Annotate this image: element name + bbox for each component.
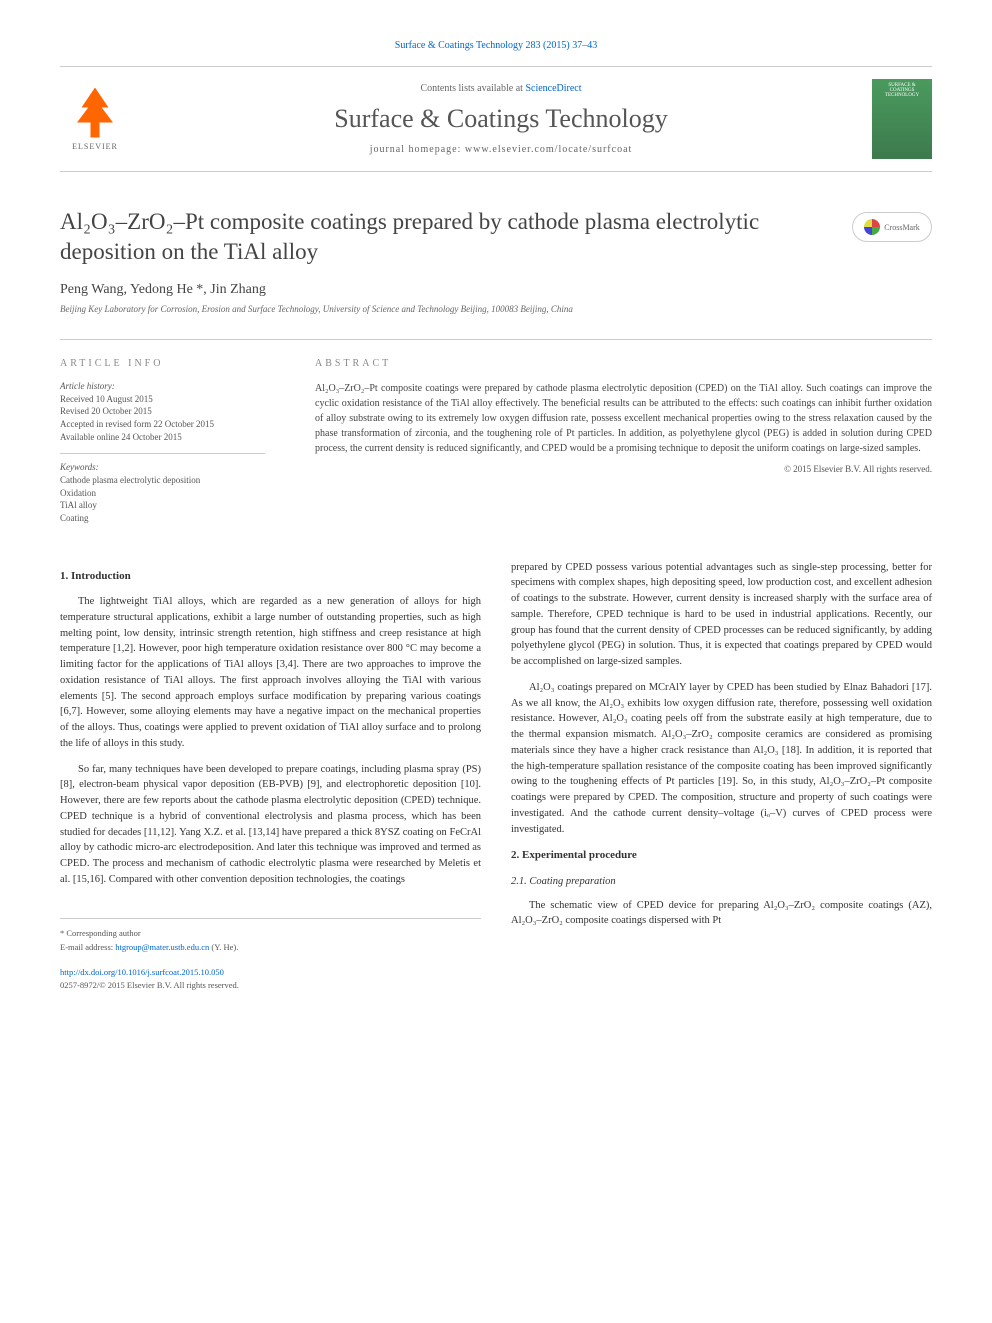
email-name: (Y. He). <box>209 942 238 952</box>
abstract-text: Al₂O₃–ZrO₂–Pt composite coatings were pr… <box>315 381 932 456</box>
body-paragraph: Al₂O₃ coatings prepared on MCrAlY layer … <box>511 680 932 838</box>
sciencedirect-link[interactable]: ScienceDirect <box>525 83 581 94</box>
body-col-left: 1. Introduction The lightweight TiAl all… <box>60 560 481 992</box>
article-info: ARTICLE INFO Article history: Received 1… <box>60 358 290 525</box>
journal-cover-thumbnail[interactable]: SURFACE & COATINGS TECHNOLOGY <box>872 79 932 159</box>
section-heading-experimental: 2. Experimental procedure <box>511 847 932 864</box>
contents-line: Contents lists available at ScienceDirec… <box>130 83 872 94</box>
body-paragraph: So far, many techniques have been develo… <box>60 762 481 888</box>
title-row: Al₂O₃–ZrO₂–Pt composite coatings prepare… <box>60 207 932 267</box>
history-line: Available online 24 October 2015 <box>60 431 265 444</box>
history-line: Revised 20 October 2015 <box>60 405 265 418</box>
crossmark-badge[interactable]: CrossMark <box>852 212 932 242</box>
issn-copyright: 0257-8972/© 2015 Elsevier B.V. All right… <box>60 979 481 992</box>
footer-block: * Corresponding author E-mail address: h… <box>60 918 481 992</box>
email-line: E-mail address: htgroup@mater.ustb.edu.c… <box>60 941 481 954</box>
section-heading-intro: 1. Introduction <box>60 568 481 585</box>
cover-text: SURFACE & COATINGS TECHNOLOGY <box>876 83 928 98</box>
history-line: Accepted in revised form 22 October 2015 <box>60 418 265 431</box>
authors: Peng Wang, Yedong He *, Jin Zhang <box>60 282 932 298</box>
body-paragraph: prepared by CPED possess various potenti… <box>511 560 932 670</box>
crossmark-label: CrossMark <box>884 223 920 232</box>
body-paragraph: The lightweight TiAl alloys, which are r… <box>60 594 481 752</box>
keyword: TiAl alloy <box>60 499 265 512</box>
body-col-right: prepared by CPED possess various potenti… <box>511 560 932 992</box>
subsection-heading: 2.1. Coating preparation <box>511 874 932 890</box>
keyword: Cathode plasma electrolytic deposition <box>60 474 265 487</box>
affiliation: Beijing Key Laboratory for Corrosion, Er… <box>60 304 932 314</box>
journal-title: Surface & Coatings Technology <box>130 104 872 134</box>
article-title: Al₂O₃–ZrO₂–Pt composite coatings prepare… <box>60 207 832 267</box>
info-abstract-row: ARTICLE INFO Article history: Received 1… <box>60 339 932 525</box>
elsevier-tree-icon <box>73 88 118 138</box>
author-email-link[interactable]: htgroup@mater.ustb.edu.cn <box>115 942 209 952</box>
citation-header[interactable]: Surface & Coatings Technology 283 (2015)… <box>60 40 932 51</box>
abstract-column: ABSTRACT Al₂O₃–ZrO₂–Pt composite coating… <box>290 358 932 525</box>
history-line: Received 10 August 2015 <box>60 393 265 406</box>
contents-text: Contents lists available at <box>420 83 525 94</box>
abstract-heading: ABSTRACT <box>315 358 932 369</box>
abstract-copyright: © 2015 Elsevier B.V. All rights reserved… <box>315 464 932 474</box>
elsevier-logo[interactable]: ELSEVIER <box>60 79 130 159</box>
doi-link[interactable]: http://dx.doi.org/10.1016/j.surfcoat.201… <box>60 966 481 979</box>
journal-homepage[interactable]: journal homepage: www.elsevier.com/locat… <box>130 144 872 155</box>
keyword: Oxidation <box>60 487 265 500</box>
history-label: Article history: <box>60 381 265 391</box>
info-heading: ARTICLE INFO <box>60 358 265 369</box>
body-paragraph: The schematic view of CPED device for pr… <box>511 898 932 930</box>
header-center: Contents lists available at ScienceDirec… <box>130 83 872 155</box>
keyword: Coating <box>60 512 265 525</box>
journal-header: ELSEVIER Contents lists available at Sci… <box>60 66 932 172</box>
corresponding-author-label: * Corresponding author <box>60 927 481 940</box>
email-label: E-mail address: <box>60 942 115 952</box>
crossmark-icon <box>864 219 880 235</box>
body-columns: 1. Introduction The lightweight TiAl all… <box>60 560 932 992</box>
keywords-label: Keywords: <box>60 453 265 472</box>
elsevier-label: ELSEVIER <box>72 142 118 151</box>
